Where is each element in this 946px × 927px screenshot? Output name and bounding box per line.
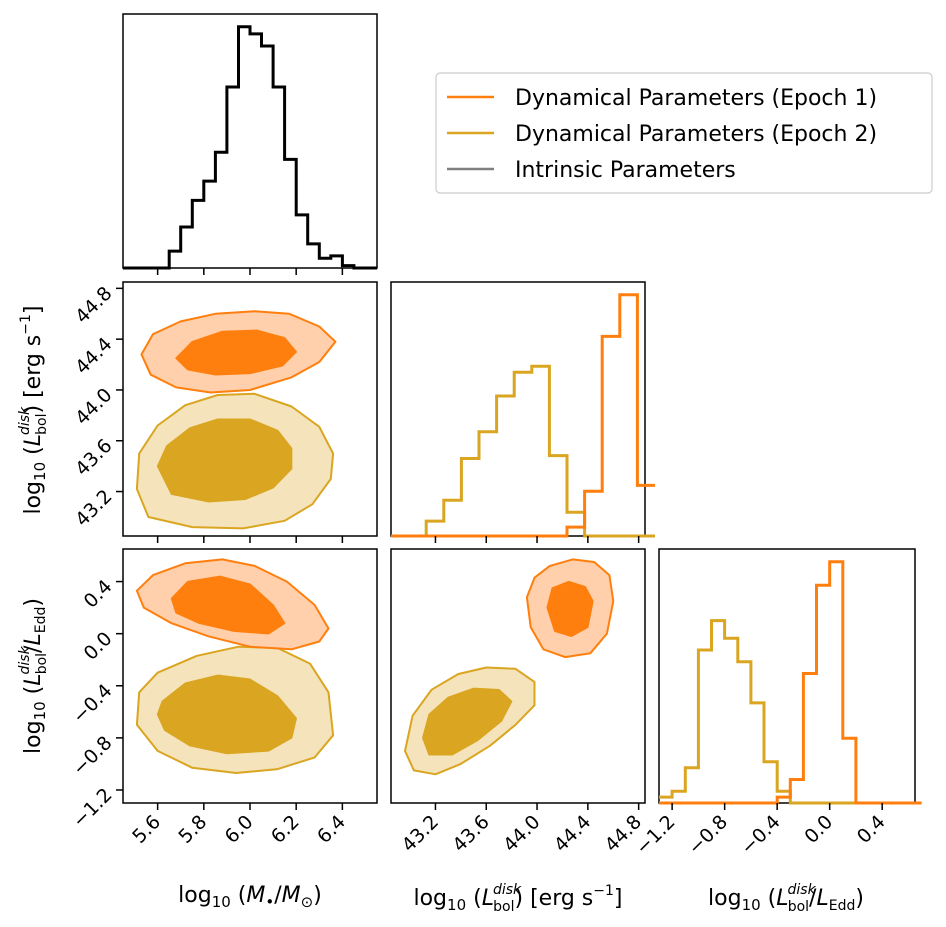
x-tick-label: 44.0	[499, 811, 544, 856]
contour-epoch2-inner	[156, 418, 293, 503]
mass-histogram-ticks	[156, 268, 344, 275]
x-tick-label: −0.4	[737, 811, 785, 859]
contour-epoch1-inner	[546, 580, 594, 638]
mass-ticks-mid	[156, 536, 344, 543]
x-tick-label: 5.6	[128, 811, 165, 848]
y-tick-label: 43.2	[71, 485, 116, 530]
x-tick-label: 6.0	[221, 811, 258, 848]
mass-histogram-series	[123, 25, 377, 270]
lbol-x-ticks: 43.2 43.6 44.0 44.4 44.8	[398, 803, 646, 856]
x-tick-label: 6.4	[313, 811, 350, 848]
panel-frame	[390, 281, 646, 537]
panel-edd-histogram: −1.2 −0.8 −0.4 0.0 0.4	[631, 548, 922, 859]
edd-y-axis-label: log10 (Ldiskbol/LEdd)	[17, 598, 50, 754]
contours-mass-edd	[135, 558, 335, 774]
legend-label-epoch1: Dynamical Parameters (Epoch 1)	[515, 86, 877, 111]
edd-axis-label: log10 (Ldisk bol/LEdd)	[708, 882, 864, 915]
x-tick-label: 43.6	[448, 811, 493, 856]
panel-edd-vs-mass: −1.2−0.8−0.4 0.0 0.4 5.6 5.8 6.0 6.2 6.4	[68, 548, 378, 848]
y-tick-label: 43.6	[71, 435, 116, 480]
histogram-epoch1	[391, 293, 655, 538]
histogram-epoch1	[659, 560, 922, 805]
panel-frame	[658, 548, 916, 804]
contours-lbol-edd	[404, 558, 615, 776]
x-tick-label: −1.2	[631, 811, 679, 859]
histogram-epoch2	[659, 619, 922, 805]
legend: Dynamical Parameters (Epoch 1) Dynamical…	[435, 72, 933, 194]
lbol-axis-label: log10 (Ldisk bol) [erg s−1]	[413, 882, 622, 915]
edd-histogram-series	[659, 560, 922, 805]
y-tick-label: −0.4	[68, 680, 116, 728]
contour-epoch1-inner	[175, 329, 297, 376]
y-tick-label: −1.2	[68, 784, 116, 832]
mass-axis-label: log10 (M•/M⊙)	[178, 883, 322, 911]
mass-x-ticks: 5.6 5.8 6.0 6.2 6.4	[128, 803, 350, 848]
x-tick-label: −0.8	[684, 811, 732, 859]
lbol-histogram-series	[391, 293, 655, 538]
legend-frame	[435, 72, 933, 194]
histogram-epoch2	[391, 364, 655, 538]
panel-lbol-histogram	[390, 281, 655, 543]
x-tick-label: 43.2	[398, 811, 443, 856]
contour-epoch2-inner	[422, 687, 513, 756]
x-tick-label: 5.8	[174, 811, 211, 848]
lbol-y-axis-label: log10 (Ldiskbol) [erg s−1]	[17, 305, 50, 514]
x-tick-label: 0.0	[800, 811, 837, 848]
y-tick-label: 44.0	[71, 384, 116, 429]
lbol-y-ticks: 43.2 43.6 44.0 44.4 44.8	[71, 282, 123, 531]
panel-mass-histogram	[122, 13, 378, 275]
panel-lbol-vs-mass: 43.2 43.6 44.0 44.4 44.8	[71, 281, 378, 543]
contour-epoch2-inner	[156, 674, 297, 755]
x-tick-label: 44.4	[550, 811, 595, 856]
histogram-intrinsic	[123, 25, 377, 270]
y-tick-label: 44.4	[71, 333, 116, 378]
x-tick-label: 6.2	[267, 811, 304, 848]
y-tick-label: 44.8	[71, 282, 116, 327]
legend-label-intrinsic: Intrinsic Parameters	[515, 158, 736, 183]
panel-edd-vs-lbol: 43.2 43.6 44.0 44.4 44.8	[390, 548, 646, 856]
panel-frame	[390, 548, 646, 804]
edd-y-ticks: −1.2−0.8−0.4 0.0 0.4	[68, 576, 123, 832]
contour-epoch1-inner	[170, 575, 286, 635]
edd-x-ticks: −1.2 −0.8 −0.4 0.0 0.4	[631, 803, 890, 859]
contours-mass-lbol	[135, 310, 337, 530]
y-tick-label: −0.8	[68, 732, 116, 780]
legend-label-epoch2: Dynamical Parameters (Epoch 2)	[515, 122, 877, 147]
panel-frame	[122, 13, 378, 269]
y-tick-label: 0.4	[80, 576, 117, 613]
x-tick-label: 0.4	[853, 811, 890, 848]
lbol-ticks-mid	[434, 536, 640, 543]
y-tick-label: 0.0	[80, 628, 117, 665]
